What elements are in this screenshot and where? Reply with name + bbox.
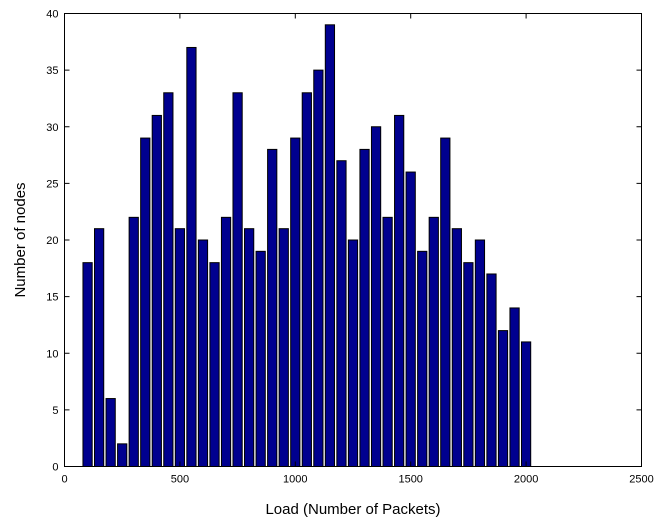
bar [163,92,174,467]
bar [359,148,370,467]
y-tick-label: 30 [46,122,58,134]
x-tick-label: 500 [171,474,189,486]
bar [313,69,324,468]
bar [486,273,497,468]
y-tick-label: 15 [46,292,58,304]
bar [428,216,439,467]
bar [140,137,151,467]
bar [347,239,359,467]
x-tick-label: 1500 [398,474,422,486]
bar [520,341,532,468]
x-tick-label: 2000 [514,474,538,486]
bar [128,216,139,467]
bar [117,443,128,468]
bar [336,160,347,467]
bar [463,262,474,467]
y-tick-label: 40 [46,9,58,21]
bar [255,250,266,467]
y-tick-label: 0 [52,462,58,474]
bar [509,307,520,468]
bar [382,216,393,467]
x-tick-label: 0 [61,474,67,486]
bar [82,262,93,467]
bar [278,228,289,467]
y-tick-label: 5 [52,405,58,417]
bar [301,92,312,467]
x-tick-label: 1000 [283,474,307,486]
x-axis: 0 500 1000 1500 2000 2500 [61,13,654,486]
bar [394,114,405,468]
bar [232,92,243,467]
y-axis: 0 5 10 15 20 25 30 35 40 [46,9,642,474]
bar [244,228,255,467]
y-tick-label: 20 [46,235,58,247]
x-axis-label: Load (Number of Packets) [265,501,440,518]
bar [220,216,232,467]
bar [94,228,105,467]
y-tick-label: 10 [46,348,58,360]
bar [405,171,416,468]
bar [370,126,382,467]
y-tick-label: 35 [46,65,58,77]
bars-group [82,24,532,468]
bar [474,239,486,467]
bar [324,24,336,467]
bar [209,262,220,467]
bar [151,114,162,468]
bar [197,239,209,467]
x-tick-label: 2500 [629,474,653,486]
y-tick-label: 25 [46,178,58,190]
bar [186,46,197,467]
bar [440,137,451,467]
bar [267,148,278,467]
bar [290,137,301,467]
bar [174,228,186,467]
bar [497,330,509,467]
bar [105,398,116,467]
bar [451,228,462,467]
bar [417,250,428,467]
y-axis-label: Number of nodes [12,182,29,297]
